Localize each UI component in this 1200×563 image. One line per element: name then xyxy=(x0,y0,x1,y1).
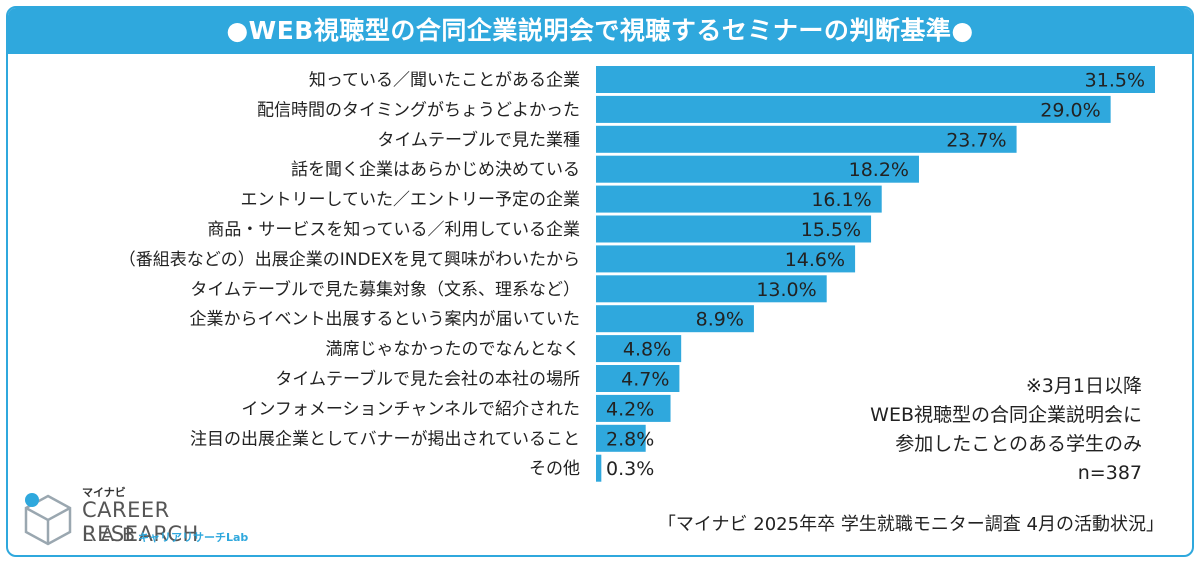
value-label-13: 2.8% xyxy=(606,428,654,450)
sample-note: ※3月1日以降 WEB視聴型の合同企業説明会に 参加したことのある学生のみ n=… xyxy=(870,372,1142,488)
value-label-9: 8.9% xyxy=(696,309,744,331)
bar-2 xyxy=(596,95,1111,123)
bar-10 xyxy=(596,335,682,363)
value-label-12: 4.2% xyxy=(606,398,654,420)
bar-13 xyxy=(596,424,646,452)
value-label-11: 4.7% xyxy=(621,369,669,391)
bar-7 xyxy=(596,245,856,273)
category-label-5: エントリーしていた／エントリー予定の企業 xyxy=(241,190,581,210)
value-label-2: 29.0% xyxy=(1040,99,1100,121)
category-label-12: インフォメーションチャンネルで紹介された xyxy=(241,399,580,419)
cube-logo-icon xyxy=(24,493,72,546)
value-label-3: 23.7% xyxy=(946,129,1006,151)
category-label-6: 商品・サービスを知っている／利用している企業 xyxy=(207,220,580,240)
logo-kana-text: キャリアリサーチLab xyxy=(138,531,249,544)
bar-8 xyxy=(596,275,827,303)
category-label-3: タイムテーブルで見た業種 xyxy=(377,129,580,150)
logo-main-text: CAREER RESEARCH xyxy=(82,498,199,546)
career-research-lab-logo: マイナビ CAREER RESEARCH LAB キャリアリサーチLab xyxy=(18,486,278,550)
note-line-3: 参加したことのある学生のみ xyxy=(895,433,1142,455)
bar-4 xyxy=(596,155,919,183)
value-label-1: 31.5% xyxy=(1085,70,1145,92)
logo-lab-text: LAB xyxy=(82,524,144,546)
category-label-14: その他 xyxy=(529,459,580,479)
note-line-1: ※3月1日以降 xyxy=(1025,375,1142,397)
category-label-9: 企業からイベント出展するという案内が届いていた xyxy=(190,310,581,330)
category-label-13: 注目の出展企業としてバナーが掲出されていること xyxy=(190,429,580,449)
note-line-2: WEB視聴型の合同企業説明会に xyxy=(870,404,1142,426)
logo-mynavi-text: マイナビ xyxy=(82,486,126,499)
note-line-4: n=387 xyxy=(1077,462,1142,484)
bar-1 xyxy=(596,66,1155,93)
bar-9 xyxy=(596,305,754,333)
bar-11 xyxy=(596,365,680,392)
category-label-2: 配信時間のタイミングがちょうどよかった xyxy=(257,100,580,120)
value-label-6: 15.5% xyxy=(801,219,861,241)
value-label-14: 0.3% xyxy=(606,458,654,480)
value-label-4: 18.2% xyxy=(849,159,909,181)
category-label-1: 知っている／聞いたことがある企業 xyxy=(309,71,580,91)
value-label-8: 13.0% xyxy=(756,279,816,301)
source-caption: 「マイナビ 2025年卒 学生就職モニター調査 4月の活動状況」 xyxy=(657,514,1164,535)
category-label-7: （番組表などの）出展企業のINDEXを見て興味がわいたから xyxy=(119,250,580,270)
bar-6 xyxy=(596,215,872,243)
category-label-10: 満席じゃなかったのでなんとなく xyxy=(326,340,581,360)
chart-frame: ●WEB視聴型の合同企業説明会で視聴するセミナーの判断基準● xyxy=(6,6,1194,557)
chart-title: ●WEB視聴型の合同企業説明会で視聴するセミナーの判断基準● xyxy=(8,8,1192,54)
bar-12 xyxy=(596,394,671,422)
value-label-7: 14.6% xyxy=(785,249,845,271)
bar-14 xyxy=(596,454,602,482)
bar-5 xyxy=(596,185,882,213)
category-label-8: タイムテーブルで見た募集対象（文系、理系など） xyxy=(190,279,580,300)
value-label-10: 4.8% xyxy=(623,339,671,361)
category-label-4: 話を聞く企業はあらかじめ決めている xyxy=(291,160,580,180)
bar-3 xyxy=(596,125,1017,153)
value-label-5: 16.1% xyxy=(811,189,871,211)
category-label-11: タイムテーブルで見た会社の本社の場所 xyxy=(275,369,580,390)
